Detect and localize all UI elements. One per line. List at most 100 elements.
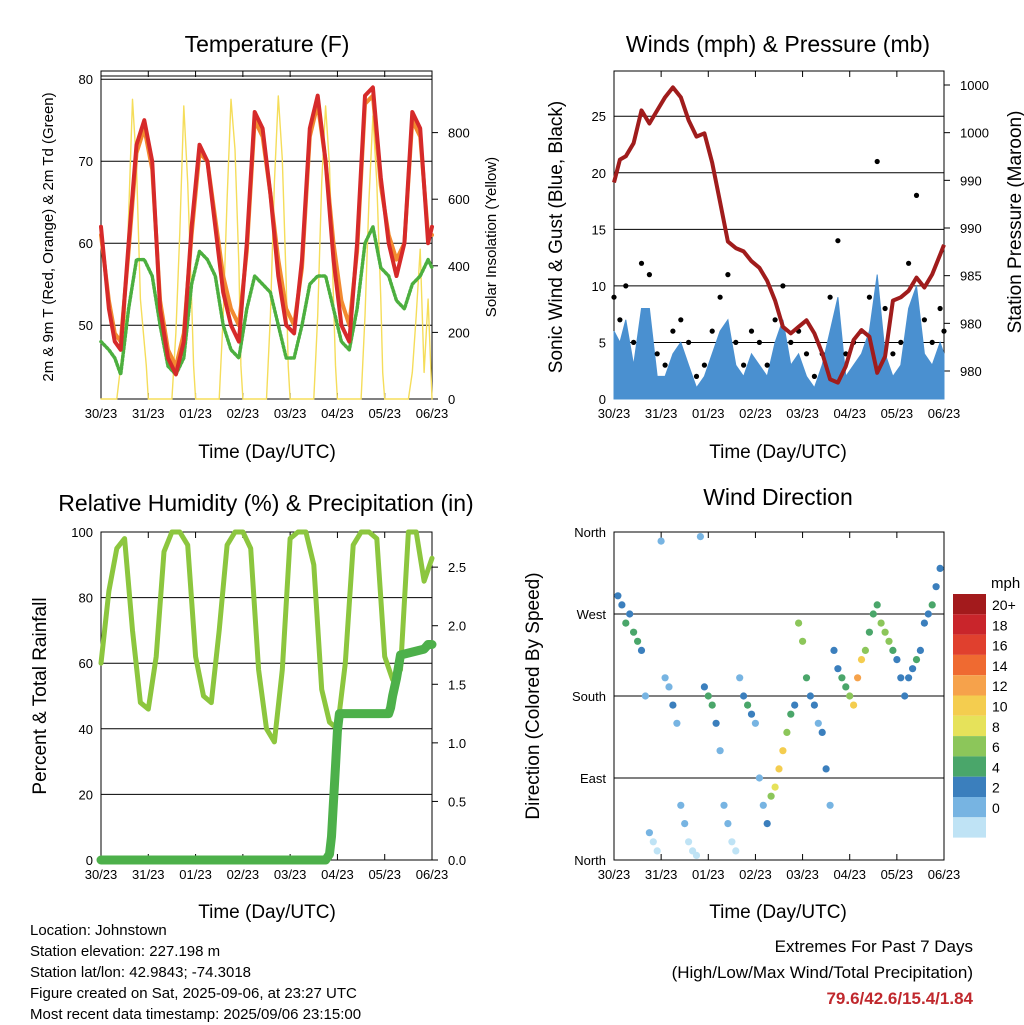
wind-direction-point [771,783,779,791]
wind-direction-point [877,619,885,627]
winds-xtick-label: 31/23 [645,406,678,421]
gust-point [678,317,684,323]
speed-legend-label: 4 [992,759,1000,775]
winds-ytick-label: 5 [599,335,606,350]
gust-point [623,283,629,289]
wind-direction-point [626,610,634,618]
temperature-ytick-label: 70 [79,154,93,169]
wind-direction-point [755,774,764,782]
wind-direction-point [634,637,642,645]
wind-direction-point [791,701,799,709]
wind-direction-point [716,747,724,755]
pressure-ytick-label: 980 [960,364,982,379]
wind-direction-point [936,564,944,573]
gust-point [725,272,731,278]
wind-direction-xtick-label: 06/23 [928,867,961,882]
pressure-ytick-label: 985 [960,269,982,284]
precip-ytick-label: 2.5 [448,560,466,575]
precip-ytick-label: 0.0 [448,853,466,868]
temperature-ylabel: 2m & 9m T (Red, Orange) & 2m Td (Green) [40,92,57,381]
speed-legend-swatch [953,654,986,676]
speed-legend-swatch [953,776,986,797]
latest-timestamp: Most recent data timestamp: 2025/09/06 2… [30,1006,362,1023]
gust-point [882,305,888,312]
gust-point [693,373,700,379]
wind-direction-point [681,820,689,828]
wind-direction-ytick-label: South [572,689,606,704]
wind-direction-point [889,646,897,655]
extremes-values: 79.6/42.6/15.4/1.84 [826,989,973,1008]
wind-direction-point [728,838,736,846]
winds-xtick-label: 04/23 [833,406,866,421]
gust-point [662,362,668,368]
wind-direction-point [641,692,650,700]
gust-point [941,328,947,334]
gust-point [631,339,637,345]
extremes-description: (High/Low/Max Wind/Total Precipitation) [671,963,973,982]
wind-direction-point [708,701,716,709]
wind-direction-point [857,656,866,664]
wind-direction-point [861,646,870,655]
humidity-xtick-label: 01/23 [179,867,212,882]
gust-point [654,351,660,357]
humidity-xtick-label: 06/23 [416,867,449,882]
gust-point [921,317,928,323]
wind-direction-point [630,628,638,636]
winds-xtick-label: 02/23 [739,406,772,421]
temperature-ytick-label: 50 [79,318,93,333]
humidity-ylabel: Percent & Total Rainfall [30,597,51,794]
wind-direction-point [712,719,720,727]
solar-ytick-label: 400 [448,259,470,274]
wind-direction-point [787,710,795,718]
wind-direction-point [822,765,830,773]
wind-direction-xtick-label: 31/23 [645,867,678,882]
wind-direction-point [747,710,756,718]
precip-ytick-label: 1.5 [448,677,466,692]
wind-direction-point [744,701,752,709]
wind-direction-point [622,619,630,627]
wind-direction-point [657,537,665,545]
precip-ytick-label: 2.0 [448,619,466,634]
gust-point [764,362,770,368]
winds-ytick-label: 0 [599,392,606,407]
wind-direction-title: Wind Direction [703,484,853,510]
winds-xtick-label: 06/23 [928,406,961,421]
wind-direction-point [665,683,673,691]
sonic-wind-area [613,274,945,400]
wind-direction-point [704,692,712,700]
wind-direction-point [838,674,846,682]
speed-legend-label: 10 [992,699,1008,715]
wind-direction-point [909,665,917,673]
gust-point [788,339,794,345]
wind-direction-point [885,637,893,645]
gust-point [617,317,623,323]
humidity-ytick-label: 0 [86,853,93,868]
wind-direction-point [912,656,921,664]
wind-direction-point [767,792,775,800]
gust-point [646,272,653,278]
gust-point [701,362,708,368]
wind-direction-ytick-label: West [577,607,607,622]
wind-direction-point [649,838,657,846]
speed-legend-unit: mph [991,575,1020,592]
wind-direction-point [763,820,771,828]
winds-xtick-label: 30/23 [598,406,631,421]
gust-point [874,158,880,165]
wind-direction-point [740,692,748,700]
station-latlon: Station lat/lon: 42.9843; -74.3018 [30,964,252,981]
pressure-ytick-label: 1000 [960,78,989,93]
wind-direction-point [916,646,925,655]
winds-xtick-label: 05/23 [881,406,914,421]
speed-legend-label: 2 [992,780,1000,796]
gust-point [937,305,943,312]
speed-legend-swatch [953,756,986,777]
gust-point [709,328,715,334]
wind-direction-point [614,592,622,600]
temperature-xtick-label: 01/23 [179,406,212,421]
speed-legend-swatch [953,715,986,737]
temperature-y2label: Solar Insolation (Yellow) [483,157,500,317]
winds-ytick-label: 25 [592,109,606,124]
wind-direction-point [645,829,654,837]
wind-direction-point [732,847,740,855]
wind-direction-point [826,801,834,809]
